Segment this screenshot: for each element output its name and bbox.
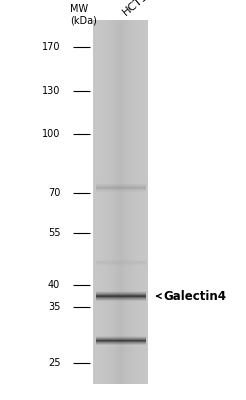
Text: 25: 25 — [48, 358, 60, 368]
Text: HCT116: HCT116 — [121, 0, 161, 18]
Text: 130: 130 — [42, 86, 60, 96]
Text: 70: 70 — [48, 188, 60, 198]
Text: 35: 35 — [48, 302, 60, 312]
Text: 55: 55 — [48, 228, 60, 238]
Text: 170: 170 — [42, 42, 60, 52]
Text: 40: 40 — [48, 280, 60, 290]
Text: 100: 100 — [42, 129, 60, 139]
Text: MW
(kDa): MW (kDa) — [70, 4, 97, 26]
Text: Galectin4: Galectin4 — [164, 290, 227, 302]
